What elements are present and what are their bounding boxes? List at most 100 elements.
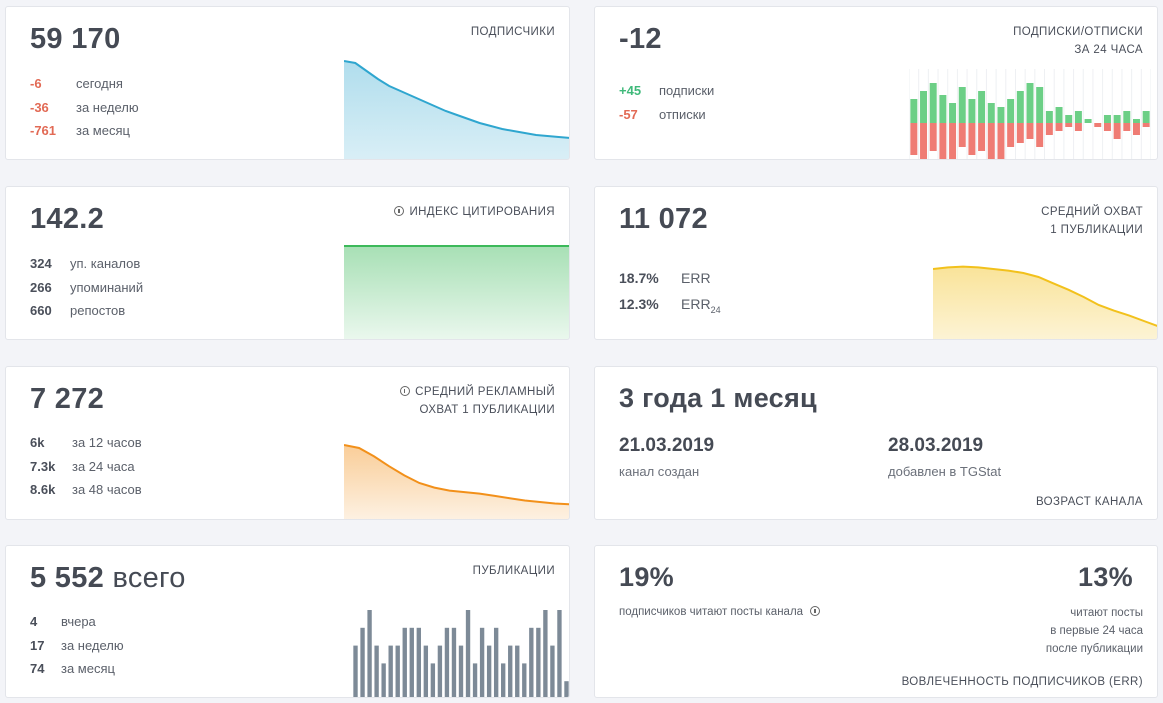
subscribe-bar	[949, 103, 957, 123]
posts-bar	[381, 663, 386, 697]
stat-row: +45 подписки	[619, 83, 715, 98]
stat-row: -36 за неделю	[30, 99, 139, 115]
channel-age: 3 года 1 месяц	[619, 383, 817, 413]
posts-bar	[529, 627, 534, 697]
posts-bar	[522, 663, 527, 697]
subscribe-bar	[1045, 111, 1053, 123]
subscribe-bar	[1065, 115, 1073, 123]
posts-card: 5 552 всего ПУБЛИКАЦИИ 4 вчера 17 за недел…	[5, 545, 570, 698]
err-stats: 18.7% ERR 12.3% ERR24	[619, 265, 721, 323]
posts-bar	[543, 610, 548, 697]
unsubscribe-bar	[910, 123, 918, 155]
posts-bar	[515, 645, 520, 697]
unsubscribe-bar	[1132, 123, 1140, 135]
unsubscribe-bar	[939, 123, 947, 159]
subscribe-bar	[958, 87, 966, 123]
unsubscribe-bar	[1142, 123, 1150, 127]
subscribe-bar	[1113, 115, 1121, 123]
channel-age-label: ВОЗРАСТ КАНАЛА	[1035, 496, 1143, 508]
unsubscribe-bar	[1007, 123, 1015, 147]
stat-row: 12.3% ERR24	[619, 296, 721, 315]
subscribe-bar	[910, 99, 918, 123]
stat-row: 18.7% ERR	[619, 270, 711, 286]
citation-label: ИНДЕКС ЦИТИРОВАНИЯ	[394, 203, 555, 221]
posts-bar	[353, 645, 358, 697]
unsubscribe-bar	[949, 123, 957, 159]
posts-bar	[501, 663, 506, 697]
posts-stats: 4 вчера 17 за неделю 74 за месяц	[30, 610, 124, 681]
posts-bar	[430, 663, 436, 697]
citation-chart	[344, 245, 569, 339]
unsubscribe-bar	[1036, 123, 1044, 147]
posts-bar	[360, 627, 365, 697]
citation-stats: 324 уп. каналов 266 упоминаний 660 репостов	[30, 252, 143, 323]
posts-chart	[353, 610, 569, 697]
unsubscribe-bar	[1103, 123, 1111, 131]
posts-bar	[437, 645, 443, 697]
ad-reach-chart	[344, 444, 569, 519]
stat-row: 6k за 12 часов	[30, 435, 142, 450]
info-icon[interactable]	[400, 386, 411, 396]
subscribe-bar	[987, 103, 995, 123]
posts-bar	[465, 610, 471, 697]
posts-bar	[557, 610, 562, 697]
subscribe-bar	[929, 83, 937, 123]
posts-bar	[508, 645, 513, 697]
stat-row: 8.6k за 48 часов	[30, 482, 142, 497]
posts-bar	[416, 627, 421, 697]
ad-reach-card: 7 272 СРЕДНИЙ РЕКЛАМНЫЙ ОХВАТ 1 ПУБЛИКАЦ…	[5, 366, 570, 520]
subscribe-bar	[978, 91, 986, 123]
subscribe-bar	[920, 91, 928, 123]
created-date: 21.03.2019	[619, 435, 715, 456]
stat-row: 266 упоминаний	[30, 279, 144, 295]
posts-bar	[402, 627, 407, 697]
subscribe-bar	[1074, 111, 1082, 123]
unsubscribe-bar	[1026, 123, 1034, 139]
avg-reach-chart	[933, 265, 1157, 339]
subscribers-stats: -6 сегодня -36 за неделю -761 за месяц	[30, 72, 139, 143]
subscribe-bar	[939, 95, 947, 123]
info-icon[interactable]	[810, 606, 821, 616]
posts-bar	[409, 627, 414, 697]
subscribe-bar	[1026, 83, 1034, 123]
subscribers-card: 59 170 ПОДПИСЧИКИ -6 сегодня -36 за неделю…	[5, 6, 570, 160]
subscribers-count: 59 170	[30, 23, 121, 55]
unsubscribe-bar	[968, 123, 976, 155]
added-label: добавлен в TGStat	[888, 464, 1002, 479]
posts-bar	[451, 627, 457, 697]
subscribe-bar	[1142, 111, 1150, 123]
subscribe-bar	[1055, 107, 1063, 123]
subscribe-bar	[968, 99, 976, 123]
stat-row: -57 отписки	[619, 106, 706, 122]
posts-bar	[388, 645, 393, 697]
posts-bar	[374, 645, 379, 697]
stat-row: 7.3k за 24 часа	[30, 458, 135, 474]
subscribe-bar	[1007, 99, 1015, 123]
engagement-card: 19% подписчиков читают посты канала 13% …	[594, 545, 1158, 698]
engagement-desc: подписчиков читают посты канала	[619, 606, 825, 618]
stat-row: 74 за месяц	[30, 661, 115, 676]
stat-row: -761 за месяц	[30, 123, 130, 138]
subscribe-bar	[1016, 91, 1024, 123]
unsubscribe-bar	[1016, 123, 1024, 143]
posts-bar	[493, 627, 499, 697]
unsubscribe-bar	[987, 123, 995, 159]
posts-bar	[395, 645, 400, 697]
added-date: 28.03.2019	[888, 435, 984, 456]
unsubscribe-bar	[920, 123, 928, 159]
subscribers-label: ПОДПИСЧИКИ	[470, 26, 555, 38]
unsubscribe-bar	[929, 123, 937, 151]
citation-card: 142.2 ИНДЕКС ЦИТИРОВАНИЯ 324 уп. каналов …	[5, 186, 570, 340]
unsubscribe-bar	[1074, 123, 1082, 131]
posts-bar	[536, 627, 541, 697]
unsubscribe-bar	[1065, 123, 1073, 127]
info-icon[interactable]	[394, 206, 405, 216]
subscribe-bar	[1036, 87, 1044, 123]
ad-reach-series-line	[344, 444, 569, 506]
posts-label: ПУБЛИКАЦИИ	[472, 565, 555, 577]
posts-bar	[472, 663, 478, 697]
engagement-label: ВОВЛЕЧЕННОСТЬ ПОДПИСЧИКОВ (ERR)	[901, 676, 1143, 688]
engagement-24h-desc: читают посты в первые 24 часа после публ…	[1045, 607, 1143, 655]
stat-row: 17 за неделю	[30, 637, 124, 653]
avg-reach-card: 11 072 СРЕДНИЙ ОХВАТ 1 ПУБЛИКАЦИИ 18.7% E…	[594, 186, 1158, 340]
